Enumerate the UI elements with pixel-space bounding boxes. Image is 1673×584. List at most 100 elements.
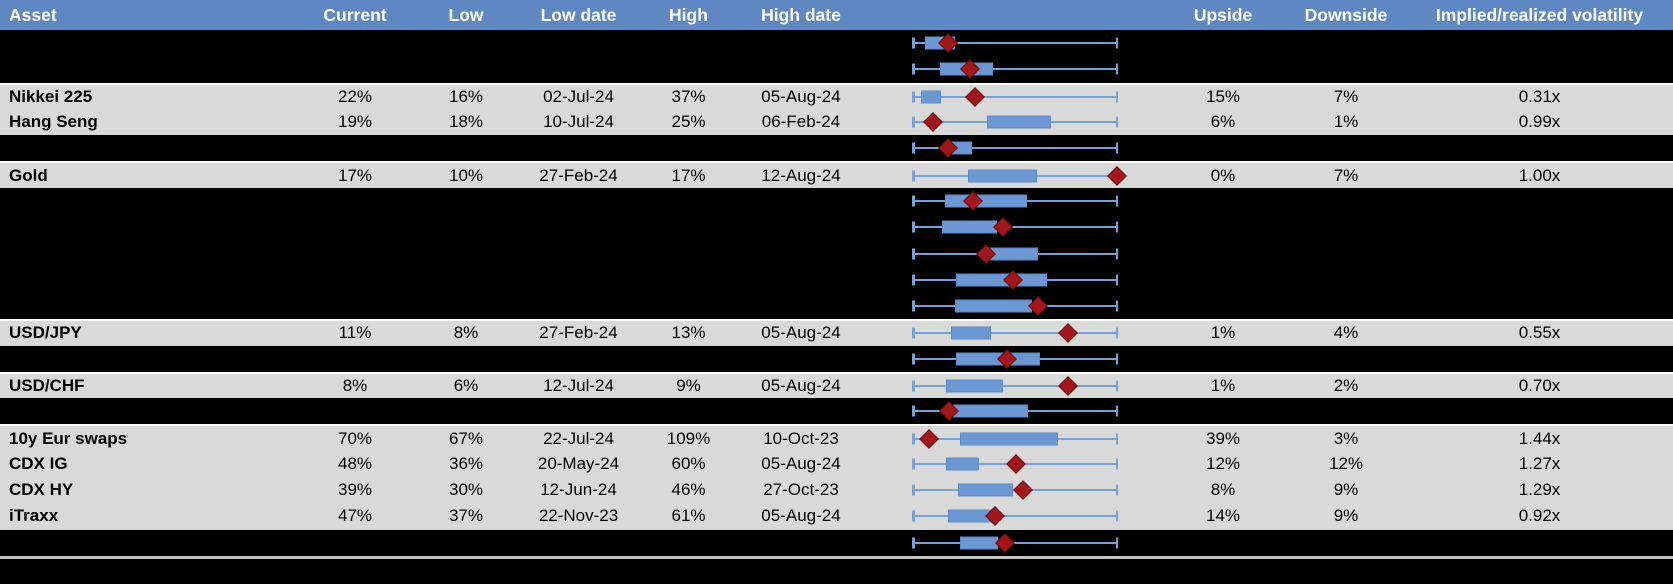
whisker-cap-right [1115, 405, 1118, 417]
table-row [0, 30, 1673, 57]
whisker-cap-right [1115, 380, 1118, 392]
whisker-cap-right [1115, 484, 1118, 496]
whisker-cap-left [912, 248, 915, 260]
plot-box [990, 247, 1039, 261]
table-row [0, 292, 1673, 320]
table-row: Hang Seng 19% 18% 10-Jul-24 25% 06-Feb-2… [0, 108, 1673, 136]
table-row [0, 345, 1673, 372]
header-low-date: Low date [540, 4, 617, 25]
range-plot [912, 321, 1118, 345]
range-plot-cell [870, 188, 1160, 214]
whisker-cap-left [912, 63, 915, 75]
asset-label: 10y Eur swaps [9, 428, 128, 448]
upside-value: 1% [1210, 376, 1236, 395]
high-date-value: 05-Aug-24 [761, 506, 841, 526]
whisker-line [912, 332, 1118, 335]
high-value: 109% [666, 428, 711, 448]
table-header-row: Asset Current Low Low date High High dat… [0, 0, 1673, 30]
whisker-cap-left [912, 458, 915, 470]
whisker-cap-left [912, 37, 915, 49]
high-date-value: 12-Aug-24 [761, 165, 841, 185]
low-date-value: 22-Nov-23 [538, 506, 619, 526]
current-marker-icon [1057, 376, 1078, 396]
current-marker-icon [1013, 480, 1033, 501]
whisker-cap-left [912, 405, 915, 417]
header-asset: Asset [9, 4, 57, 25]
range-plot-cell [870, 374, 1160, 398]
whisker-line [912, 226, 1118, 229]
whisker-cap-right [1115, 300, 1118, 312]
whisker-cap-left [912, 274, 915, 286]
whisker-cap-left [912, 142, 915, 154]
current-marker-icon [994, 532, 1015, 553]
current-value: 39% [337, 480, 373, 500]
range-plot [912, 109, 1118, 135]
table-row [0, 187, 1673, 215]
whisker-cap-right [1115, 63, 1118, 75]
high-value: 17% [671, 165, 706, 185]
current-value: 47% [337, 506, 373, 526]
range-plot [912, 398, 1118, 424]
high-date-value: 10-Oct-23 [763, 428, 839, 448]
high-value: 61% [671, 506, 706, 526]
high-date-value: 05-Aug-24 [761, 323, 841, 343]
implied-realized-vol-value: 0.70x [1518, 376, 1561, 395]
range-plot [912, 267, 1118, 293]
low-value: 18% [448, 112, 484, 132]
header-upside: Upside [1193, 4, 1253, 25]
range-plot [912, 135, 1118, 161]
low-value: 10% [448, 165, 484, 185]
low-value: 67% [448, 428, 484, 448]
table-row [0, 398, 1673, 425]
high-value: 13% [671, 323, 706, 343]
range-plot-cell [870, 214, 1160, 240]
asset-label: Hang Seng [9, 112, 98, 132]
downside-value: 2% [1333, 376, 1359, 395]
header-low: Low [448, 4, 484, 25]
whisker-cap-right [1115, 327, 1118, 339]
range-plot [912, 293, 1118, 319]
implied-realized-vol-value: 0.92x [1518, 506, 1561, 526]
whisker-cap-right [1115, 116, 1118, 128]
current-marker-icon [923, 112, 943, 132]
current-value: 19% [337, 112, 373, 132]
current-marker-icon [1006, 453, 1026, 474]
range-plot-cell [870, 163, 1160, 187]
table-row: iTraxx 47% 37% 22-Nov-23 61% 05-Aug-24 1… [0, 503, 1673, 530]
low-date-value: 02-Jul-24 [543, 86, 614, 106]
downside-value: 9% [1333, 480, 1359, 500]
current-marker-icon [919, 428, 939, 449]
range-plot [912, 214, 1118, 240]
table-body: Nikkei 225 22% 16% 02-Jul-24 37% 05-Aug-… [0, 30, 1673, 556]
plot-box [944, 194, 1027, 208]
whisker-cap-right [1115, 510, 1118, 522]
whisker-cap-left [912, 433, 915, 445]
low-date-value: 20-May-24 [537, 453, 620, 473]
high-value: 37% [671, 86, 706, 106]
asset-label: Nikkei 225 [9, 86, 93, 106]
plot-box [959, 432, 1059, 446]
whisker-cap-left [912, 327, 915, 339]
downside-value: 4% [1333, 323, 1359, 343]
range-plot-cell [870, 398, 1160, 424]
asset-label: CDX IG [9, 453, 68, 473]
current-value: 8% [342, 376, 368, 395]
range-plot-cell [870, 451, 1160, 477]
whisker-cap-left [912, 221, 915, 233]
range-plot [912, 426, 1118, 450]
asset-label: USD/JPY [9, 323, 82, 343]
plot-box [957, 483, 1013, 497]
plot-box [986, 115, 1052, 129]
range-plot [912, 503, 1118, 529]
range-plot [912, 240, 1118, 266]
whisker-cap-left [912, 195, 915, 207]
whisker-line [912, 147, 1118, 150]
plot-box [959, 536, 998, 550]
downside-value: 3% [1333, 428, 1359, 448]
upside-value: 12% [1205, 453, 1241, 473]
current-marker-icon [1106, 165, 1127, 186]
plot-box [952, 404, 1028, 418]
current-value: 22% [337, 86, 373, 106]
whisker-cap-left [912, 300, 915, 312]
whisker-cap-left [912, 353, 915, 365]
